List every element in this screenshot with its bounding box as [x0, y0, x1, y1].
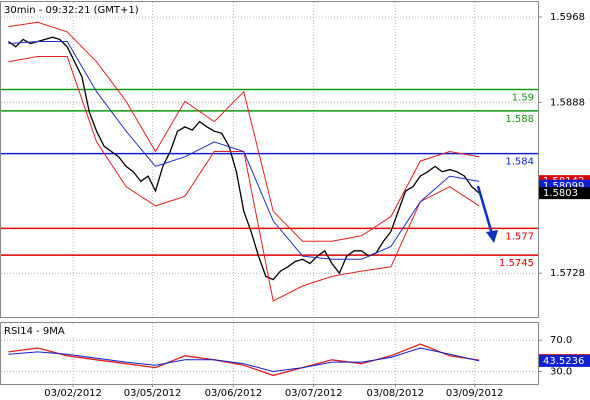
- forecast-arrow-head: [486, 230, 498, 243]
- series-line: [8, 347, 480, 373]
- main-panel: [0, 1, 539, 318]
- y-tick-label: 1.5968: [550, 12, 585, 23]
- x-tick-label: 03/06/2012: [205, 388, 263, 399]
- y-tick-label: 70.0: [550, 335, 572, 346]
- series-line: [8, 41, 480, 260]
- series-line: [8, 343, 480, 377]
- x-tick-label: 03/07/2012: [285, 388, 343, 399]
- price-tag-label: 1.5803: [543, 188, 578, 199]
- series-line: [8, 21, 480, 242]
- y-tick-label: 1.5728: [550, 268, 585, 279]
- level-label: 1.59: [512, 93, 534, 104]
- price-tag-label: 1.58099: [543, 181, 584, 192]
- x-tick-label: 03/05/2012: [124, 388, 182, 399]
- rsi-panel: [0, 322, 539, 385]
- price-tag-label: 43.5236: [543, 356, 584, 367]
- x-tick-label: 03/09/2012: [446, 388, 504, 399]
- y-tick-label: 1.5888: [550, 97, 585, 108]
- level-label: 1.5745: [499, 258, 534, 269]
- price-tag: [539, 187, 590, 200]
- level-label: 1.588: [505, 114, 534, 125]
- x-tick-label: 03/02/2012: [44, 388, 102, 399]
- y-tick-label: 30.0: [550, 366, 572, 377]
- chart-title: 30min - 09:32:21 (GMT+1): [4, 5, 139, 16]
- title-background: [2, 324, 74, 336]
- title-background: [2, 3, 136, 15]
- level-label: 1.577: [505, 231, 534, 242]
- forecast-arrow: [476, 185, 494, 235]
- x-tick-label: 03/08/2012: [366, 388, 424, 399]
- price-tag: [539, 354, 590, 367]
- chart-title: RSI14 - 9MA: [4, 326, 65, 337]
- level-label: 1.584: [505, 157, 534, 168]
- series-line: [8, 36, 480, 281]
